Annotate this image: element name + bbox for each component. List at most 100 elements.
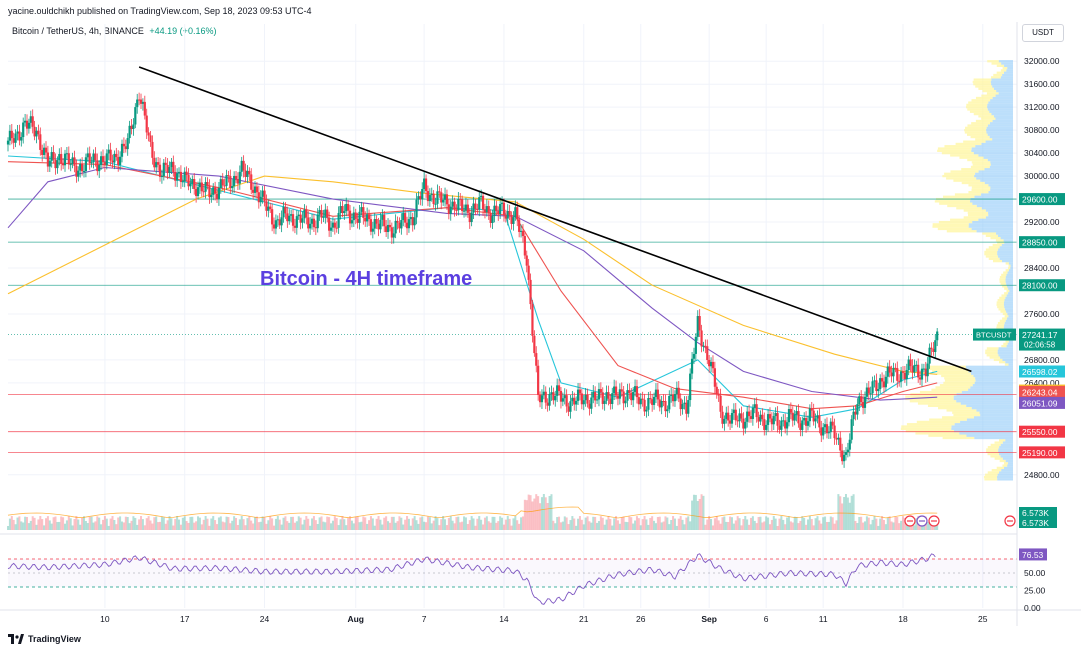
volume-bar <box>41 519 44 530</box>
volume-profile-bar <box>1003 342 1008 345</box>
price-tick-label: 30000.00 <box>1024 171 1060 181</box>
candle <box>130 125 133 130</box>
candle <box>271 209 274 225</box>
volume-bar <box>216 524 219 530</box>
volume-profile-bar <box>985 351 998 355</box>
volume-profile-bar <box>1000 69 1007 72</box>
candle <box>215 193 219 200</box>
volume-profile-bar <box>975 138 993 141</box>
volume-profile-bar <box>990 99 1013 102</box>
candle <box>535 353 538 366</box>
candle <box>369 219 373 232</box>
candle <box>540 395 544 403</box>
candle <box>79 163 82 171</box>
candle <box>39 134 42 150</box>
candle <box>690 358 694 374</box>
candle <box>436 191 439 204</box>
candle <box>307 217 310 229</box>
volume-profile-bar <box>997 253 1013 256</box>
candle <box>841 450 844 462</box>
candle <box>611 393 614 404</box>
volume-profile-bar <box>946 230 977 233</box>
ma-value-label-bg <box>1019 396 1065 409</box>
volume-profile-bar <box>1004 321 1013 325</box>
volume-profile-bar <box>961 390 1013 394</box>
candle <box>884 376 887 388</box>
candle <box>687 400 690 414</box>
volume-profile-bar <box>996 232 1013 235</box>
volume-bar <box>286 521 289 530</box>
tradingview-logo[interactable]: TradingView <box>8 634 81 644</box>
candle <box>582 400 585 405</box>
level-label: 25550.00 <box>1022 427 1058 437</box>
volume-bar <box>597 521 600 530</box>
volume-bar <box>425 522 428 530</box>
volume-bar <box>649 517 652 530</box>
volume-bar <box>801 516 804 530</box>
volume-bar <box>485 516 488 530</box>
volume-bar <box>440 519 443 530</box>
volume-bar <box>704 524 707 530</box>
candle <box>379 219 382 230</box>
volume-bar <box>324 522 327 530</box>
volume-bar <box>651 516 654 530</box>
candle <box>546 402 549 406</box>
candle <box>470 212 473 223</box>
volume-bar <box>155 516 158 530</box>
currency-selector[interactable]: USDT <box>1022 24 1064 42</box>
volume-profile-bar <box>973 78 992 81</box>
volume-profile-bar <box>970 386 1013 389</box>
volume-bar <box>786 517 789 530</box>
candle <box>25 120 29 129</box>
volume-bar <box>805 524 808 530</box>
volume-profile-bar <box>951 425 1013 428</box>
volume-bar <box>77 519 80 530</box>
candle <box>117 157 120 165</box>
rsi-value-bg <box>1019 548 1047 561</box>
volume-profile-bar <box>966 133 988 136</box>
volume-bar <box>176 516 179 530</box>
candle <box>445 194 449 205</box>
volume-bar <box>56 522 59 530</box>
volume-profile-bar <box>999 361 1006 364</box>
volume-bar <box>565 517 568 530</box>
price-tick-label: 30400.00 <box>1024 148 1060 158</box>
symbol-name[interactable]: Bitcoin / TetherUS, 4h, BINANCE <box>12 26 144 36</box>
volume-profile-bar <box>988 184 1013 187</box>
volume-profile-bar <box>915 432 960 435</box>
volume-profile-bar <box>991 83 1013 86</box>
rsi-line <box>7 553 936 605</box>
volume-bar <box>293 522 296 530</box>
volume-profile-bar <box>988 257 1000 260</box>
candle <box>744 421 747 429</box>
volume-bar <box>653 520 656 530</box>
volume-bar <box>882 519 885 530</box>
volume-bar <box>119 516 122 530</box>
volume-profile-bar <box>983 156 1013 159</box>
volume-bar <box>601 517 604 530</box>
candle <box>48 160 51 167</box>
volume-bar <box>858 516 861 530</box>
volume-profile-bar <box>1006 273 1013 277</box>
candle <box>367 214 371 220</box>
volume-bar <box>550 494 553 530</box>
volume-profile-bar <box>981 193 1013 196</box>
time-tick-label: 10 <box>100 614 110 624</box>
volume-profile-bar <box>992 138 1013 141</box>
candle <box>193 178 196 189</box>
volume-bar <box>791 522 794 530</box>
candle <box>274 220 278 229</box>
volume-bar <box>903 517 906 530</box>
candle <box>462 210 466 212</box>
volume-profile-bar <box>969 110 990 113</box>
candle <box>666 409 669 412</box>
candle <box>82 171 86 173</box>
volume-bar <box>349 516 352 530</box>
volume-profile-bar <box>991 469 1002 472</box>
volume-bar <box>193 522 196 530</box>
candle <box>728 420 732 424</box>
candle <box>432 193 435 204</box>
volume-bar <box>60 516 63 530</box>
volume-profile-bar <box>943 195 975 198</box>
